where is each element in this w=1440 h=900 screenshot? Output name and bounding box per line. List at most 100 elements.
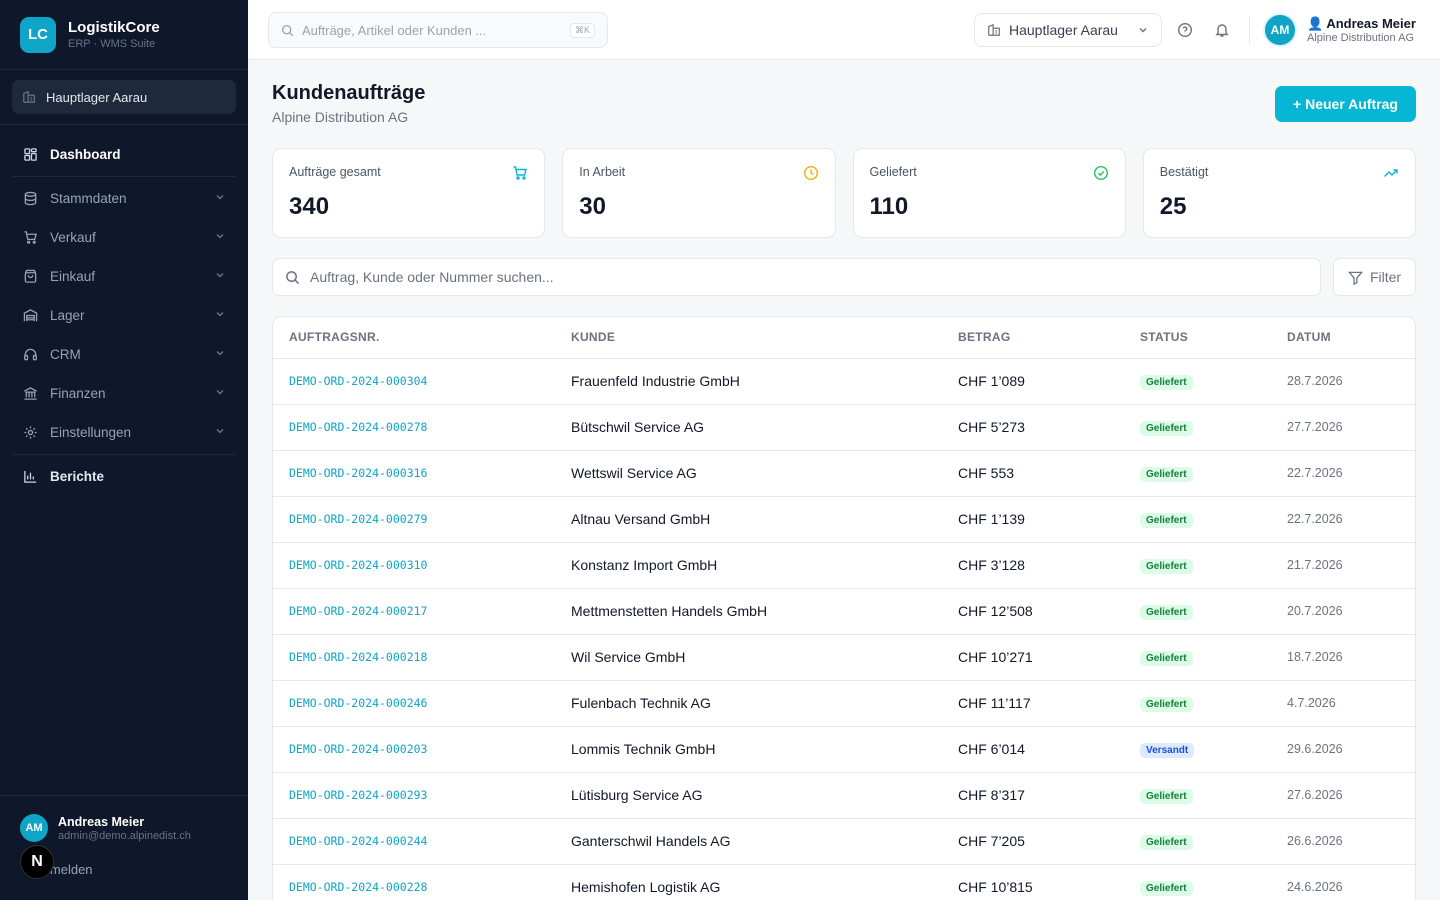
order-amount: CHF 8’317 [942,772,1124,819]
order-number-link[interactable]: DEMO-ORD-2024-000203 [273,726,555,773]
avatar: AM [1263,13,1297,47]
status-badge: Geliefert [1140,789,1193,804]
order-amount: CHF 3’128 [942,542,1124,589]
customer-name: Ganterschwil Handels AG [555,818,942,865]
sidebar-item-label: Finanzen [50,386,106,401]
sidebar-item-label: Berichte [50,469,105,484]
order-amount: CHF 5’273 [942,404,1124,451]
sidebar-item-verkauf[interactable]: Verkauf [12,218,236,257]
sidebar-item-einstellungen[interactable]: Einstellungen [12,413,236,452]
sidebar-item-berichte[interactable]: Berichte [12,457,236,496]
avatar: AM [20,814,48,842]
stat-card-total: Aufträge gesamt 340 [272,148,546,238]
n-badge-icon[interactable]: N [20,845,54,879]
column-header-order[interactable]: AUFTRAGSNR. [273,317,555,359]
check-circle-icon [1093,165,1109,186]
cart-icon [512,165,528,186]
stat-card-delivered: Geliefert 110 [852,148,1126,238]
sidebar-item-lager[interactable]: Lager [12,296,236,335]
customer-name: Frauenfeld Industrie GmbH [555,358,942,405]
status-badge: Geliefert [1140,467,1193,482]
status-badge: Geliefert [1140,375,1193,390]
table-row[interactable]: DEMO-ORD-2024-000203 Lommis Technik GmbH C… [273,726,1415,773]
order-number-link[interactable]: DEMO-ORD-2024-000293 [273,772,555,819]
status-cell: Geliefert [1124,358,1271,405]
table-row[interactable]: DEMO-ORD-2024-000310 Konstanz Import GmbH… [273,542,1415,589]
status-badge: Geliefert [1140,513,1193,528]
order-date: 27.7.2026 [1271,404,1415,451]
column-header-customer[interactable]: KUNDE [555,317,942,359]
location-selector[interactable]: Hauptlager Aarau [12,80,236,114]
notifications-button[interactable] [1211,19,1233,41]
table-row[interactable]: DEMO-ORD-2024-000244 Ganterschwil Handels… [273,818,1415,865]
column-header-amount[interactable]: BETRAG [942,317,1124,359]
order-number-link[interactable]: DEMO-ORD-2024-000218 [273,634,555,681]
order-amount: CHF 6’014 [942,726,1124,773]
filter-button[interactable]: Filter [1333,258,1416,296]
order-number-link[interactable]: DEMO-ORD-2024-000304 [273,358,555,405]
status-badge: Geliefert [1140,421,1193,436]
brand-subtitle: ERP · WMS Suite [68,38,156,50]
order-number-link[interactable]: DEMO-ORD-2024-000228 [273,864,555,900]
brand[interactable]: LC LogistikCore ERP · WMS Suite [0,0,248,70]
chevron-down-icon [214,230,226,245]
order-amount: CHF 10’815 [942,864,1124,900]
top-user-menu[interactable]: AM 👤 Andreas Meier Alpine Distribution A… [1263,13,1416,47]
order-number-link[interactable]: DEMO-ORD-2024-000278 [273,404,555,451]
stat-label: Aufträge gesamt [289,165,381,179]
order-date: 22.7.2026 [1271,496,1415,543]
bell-icon [1215,24,1229,37]
table-row[interactable]: DEMO-ORD-2024-000278 Bütschwil Service AG… [273,404,1415,451]
order-number-link[interactable]: DEMO-ORD-2024-000316 [273,450,555,497]
bag-icon [22,269,38,285]
order-amount: CHF 7’205 [942,818,1124,865]
order-number-link[interactable]: DEMO-ORD-2024-000279 [273,496,555,543]
status-badge: Geliefert [1140,605,1193,620]
order-number-link[interactable]: DEMO-ORD-2024-000244 [273,818,555,865]
sidebar-item-dashboard[interactable]: Dashboard [12,135,236,174]
shortcut-hint: ⌘K [569,22,595,38]
building-icon [988,23,1000,36]
order-date: 20.7.2026 [1271,588,1415,635]
sidebar-item-label: Verkauf [50,230,96,245]
column-header-date[interactable]: DATUM [1271,317,1415,359]
chevron-down-icon [1139,28,1147,33]
table-row[interactable]: DEMO-ORD-2024-000293 Lütisburg Service AG… [273,772,1415,819]
order-number-link[interactable]: DEMO-ORD-2024-000246 [273,680,555,727]
chevron-down-icon [214,191,226,206]
table-row[interactable]: DEMO-ORD-2024-000218 Wil Service GmbH CHF … [273,634,1415,681]
stat-value: 30 [579,193,606,220]
order-search-input[interactable]: Auftrag, Kunde oder Nummer suchen... [272,258,1321,296]
help-button[interactable] [1174,19,1196,41]
table-row[interactable]: DEMO-ORD-2024-000246 Fulenbach Technik AG… [273,680,1415,727]
sidebar-item-finanzen[interactable]: Finanzen [12,374,236,413]
status-cell: Geliefert [1124,864,1271,900]
sidebar-item-stammdaten[interactable]: Stammdaten [12,179,236,218]
sidebar-item-crm[interactable]: CRM [12,335,236,374]
top-user-name: 👤 Andreas Meier [1307,16,1416,31]
stat-card-confirmed: Bestätigt 25 [1142,148,1416,238]
warehouse-label: Hauptlager Aarau [1009,22,1118,38]
sidebar-item-label: Stammdaten [50,191,127,206]
new-order-button[interactable]: + Neuer Auftrag [1275,86,1416,122]
stats-row: Aufträge gesamt 340 In Arbeit 30 Geliefe… [272,148,1416,238]
table-row[interactable]: DEMO-ORD-2024-000217 Mettmenstetten Hande… [273,588,1415,635]
stat-card-in-progress: In Arbeit 30 [562,148,836,238]
order-search-placeholder: Auftrag, Kunde oder Nummer suchen... [310,269,554,285]
global-search-input[interactable]: Aufträge, Artikel oder Kunden ... ⌘K [268,12,608,48]
sidebar-user[interactable]: AM Andreas Meier admin@demo.alpinedist.c… [20,814,228,842]
warehouse-select[interactable]: Hauptlager Aarau [974,13,1162,47]
order-amount: CHF 12’508 [942,588,1124,635]
status-cell: Geliefert [1124,404,1271,451]
sidebar-item-einkauf[interactable]: Einkauf [12,257,236,296]
status-badge: Geliefert [1140,697,1193,712]
order-number-link[interactable]: DEMO-ORD-2024-000217 [273,588,555,635]
table-row[interactable]: DEMO-ORD-2024-000228 Hemishofen Logistik … [273,864,1415,900]
table-row[interactable]: DEMO-ORD-2024-000279 Altnau Versand GmbH C… [273,496,1415,543]
order-number-link[interactable]: DEMO-ORD-2024-000310 [273,542,555,589]
status-cell: Geliefert [1124,450,1271,497]
column-header-status[interactable]: STATUS [1124,317,1271,359]
gear-icon [22,425,38,441]
table-row[interactable]: DEMO-ORD-2024-000316 Wettswil Service AG C… [273,450,1415,497]
table-row[interactable]: DEMO-ORD-2024-000304 Frauenfeld Industrie… [273,358,1415,405]
